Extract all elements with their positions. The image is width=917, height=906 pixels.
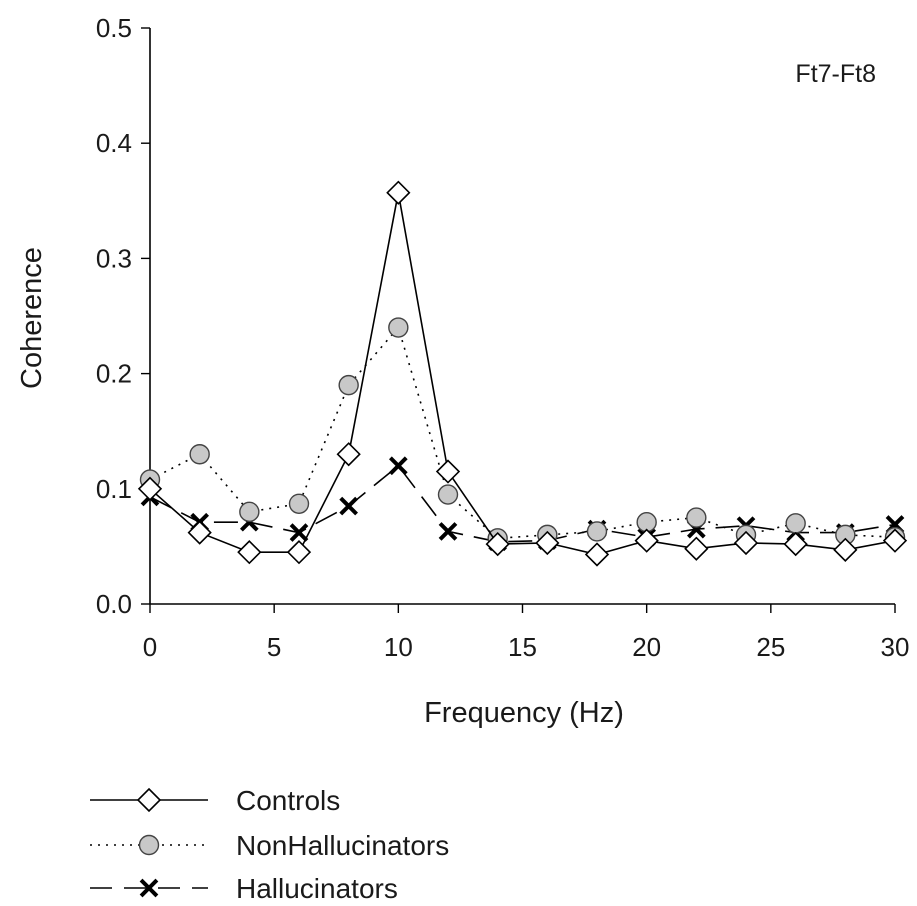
x-marker-stroke [289,523,309,542]
data-point-controls [584,542,610,567]
data-point-controls [137,476,163,501]
legend-item-nonhallucinators: NonHallucinators [90,830,449,861]
data-point-controls [535,530,560,556]
data-point-controls [336,442,361,467]
data-point-controls [237,540,262,565]
data-point-controls [783,531,808,557]
x-marker-stroke [339,496,358,516]
y-tick-label: 0.4 [96,128,132,158]
panel-label: Ft7-Ft8 [795,60,876,88]
data-point-hallucinators [289,523,309,542]
data-point-nonhallucinators [189,444,210,465]
y-axis-title: Coherence [16,247,48,389]
data-point-hallucinators [438,522,458,541]
series-line-nonhallucinators [149,325,896,540]
legend: Controls NonHallucinators Hallucinators [90,785,449,904]
data-point-nonhallucinators [338,374,359,396]
data-point-hallucinators [389,456,408,476]
data-point-controls [386,180,411,205]
x-marker-stroke [139,878,159,898]
series-line-hallucinators [149,464,896,543]
data-point-controls [634,528,659,553]
x-tick-label: 30 [881,632,910,662]
legend-marker-controls [136,787,162,813]
data-point-nonhallucinators [785,513,806,534]
legend-label-controls: Controls [236,785,340,816]
x-tick-label: 0 [143,632,157,662]
legend-label-nonhallucinators: NonHallucinators [236,830,449,861]
legend-label-hallucinators: Hallucinators [236,873,398,904]
data-point-controls [882,528,908,553]
series-layer [137,180,908,567]
legend-item-controls: Controls [90,785,340,816]
data-point-nonhallucinators [586,521,608,542]
x-marker-stroke [438,522,458,541]
series-controls [137,180,908,567]
data-point-controls [187,520,212,545]
data-point-controls [733,530,759,556]
series-hallucinators [140,456,905,552]
y-tick-label: 0.5 [96,13,132,43]
x-tick-label: 25 [756,632,785,662]
y-tick-label: 0.1 [96,474,132,504]
data-point-controls [435,459,461,484]
x-tick-label: 5 [267,632,281,662]
series-line-controls [149,192,896,556]
data-point-controls [833,537,858,562]
data-point-nonhallucinators [288,493,310,514]
x-marker-stroke [389,456,408,476]
x-tick-label: 15 [508,632,537,662]
x-axis-title: Frequency (Hz) [424,697,624,729]
data-point-nonhallucinators [437,484,459,505]
data-point-controls [286,540,312,565]
legend-item-hallucinators: Hallucinators [90,873,398,904]
data-point-nonhallucinators [388,317,409,338]
series-nonhallucinators [139,317,906,549]
data-point-hallucinators [339,496,358,516]
data-point-nonhallucinators [239,501,260,523]
axes: 0 5 10 15 20 25 30 0.0 0.1 0.2 0.3 0.4 0.5 [96,13,910,662]
x-tick-label: 20 [632,632,661,662]
legend-marker-hallucinators [139,878,159,898]
x-tick-label: 10 [384,632,413,662]
y-tick-label: 0.0 [96,589,132,619]
data-point-controls [485,531,510,557]
y-tick-label: 0.3 [96,243,132,273]
data-point-nonhallucinators [686,507,707,528]
y-tick-label: 0.2 [96,359,132,389]
legend-marker-nonhallucinators [138,834,160,856]
data-point-controls [684,536,709,561]
